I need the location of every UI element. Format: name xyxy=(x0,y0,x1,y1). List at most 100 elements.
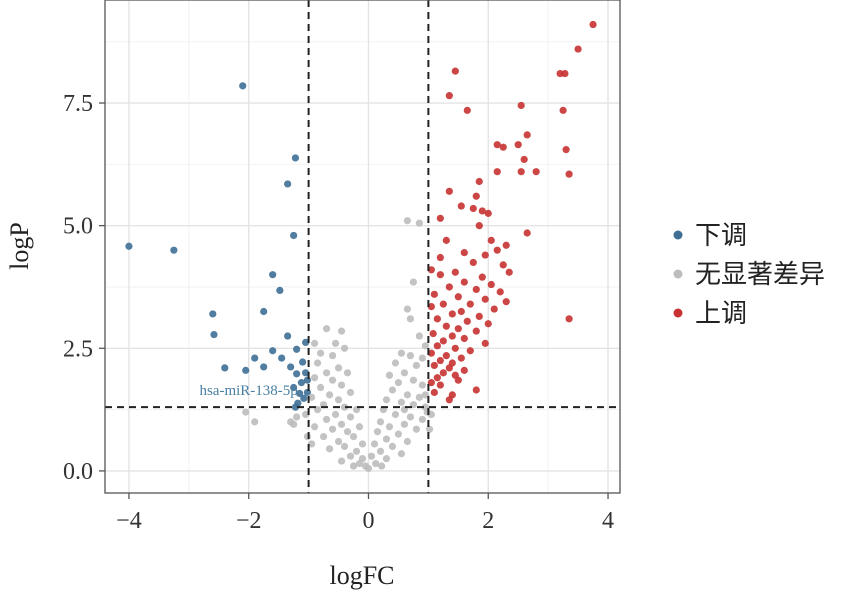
data-point xyxy=(412,361,420,370)
data-point xyxy=(445,92,453,100)
legend-label: 上调 xyxy=(695,299,747,329)
data-point xyxy=(303,432,312,441)
data-point xyxy=(412,425,420,433)
data-point xyxy=(406,413,415,421)
data-point xyxy=(290,231,298,240)
data-point xyxy=(463,106,471,114)
data-point xyxy=(242,366,250,374)
data-point xyxy=(415,219,423,227)
data-point xyxy=(325,391,334,399)
data-point xyxy=(448,332,456,340)
data-point xyxy=(427,410,435,419)
data-point xyxy=(210,330,218,339)
data-point xyxy=(284,180,292,188)
data-point xyxy=(448,310,456,318)
data-point xyxy=(469,204,477,213)
data-point xyxy=(442,236,450,244)
data-point xyxy=(322,415,331,424)
data-point xyxy=(239,82,247,90)
data-point xyxy=(445,396,453,404)
plot-border xyxy=(104,0,621,494)
data-point xyxy=(451,67,459,75)
data-point xyxy=(367,452,376,460)
data-point xyxy=(400,420,409,428)
data-point xyxy=(403,217,412,225)
data-point xyxy=(472,386,480,394)
data-point xyxy=(337,457,346,465)
data-point xyxy=(378,462,386,470)
data-point xyxy=(561,69,569,78)
data-point xyxy=(316,383,325,392)
data-point xyxy=(427,266,435,274)
data-point xyxy=(445,187,453,195)
data-point xyxy=(397,450,406,458)
data-point xyxy=(307,440,316,448)
legend-marker xyxy=(673,308,683,318)
data-point xyxy=(493,168,501,176)
data-point xyxy=(460,278,468,286)
data-point xyxy=(478,273,486,281)
data-point xyxy=(269,347,277,355)
data-point xyxy=(493,246,501,254)
data-point xyxy=(454,376,462,384)
data-point xyxy=(251,418,259,426)
data-point xyxy=(293,413,301,421)
data-point xyxy=(436,356,444,365)
x-tick-label: −2 xyxy=(236,508,262,534)
data-point xyxy=(406,315,415,323)
data-point xyxy=(421,342,429,350)
data-point xyxy=(520,155,528,164)
data-point xyxy=(346,388,355,397)
data-point xyxy=(334,396,343,404)
data-point xyxy=(316,349,325,357)
data-point xyxy=(290,420,298,428)
data-point xyxy=(397,398,406,406)
data-point xyxy=(574,45,582,53)
data-point xyxy=(349,432,358,441)
data-point xyxy=(499,143,507,151)
data-point xyxy=(472,327,480,335)
data-point xyxy=(517,101,525,110)
data-point xyxy=(466,300,474,308)
data-point xyxy=(502,241,510,249)
data-point xyxy=(297,379,306,387)
x-axis: −4 −2 0 2 4 xyxy=(116,493,614,534)
data-point xyxy=(442,352,450,360)
data-point xyxy=(481,339,489,347)
data-point xyxy=(403,305,412,313)
data-point xyxy=(251,354,259,362)
data-point xyxy=(382,455,391,463)
data-point xyxy=(425,425,434,433)
plot-background xyxy=(105,0,620,493)
data-point xyxy=(276,286,284,295)
data-point xyxy=(382,396,391,404)
legend-marker xyxy=(673,230,683,240)
data-point xyxy=(562,146,570,154)
data-point xyxy=(565,315,573,323)
data-point xyxy=(429,329,437,338)
data-point xyxy=(439,300,447,308)
data-point xyxy=(352,447,361,455)
data-point xyxy=(221,364,229,372)
data-point xyxy=(313,359,322,367)
data-point xyxy=(355,459,364,468)
data-point xyxy=(376,418,385,426)
data-point xyxy=(514,141,522,149)
data-point xyxy=(355,423,364,431)
data-point xyxy=(457,354,465,362)
data-point xyxy=(358,440,367,448)
data-point xyxy=(451,268,459,276)
data-point xyxy=(291,154,300,162)
data-point xyxy=(487,280,495,289)
data-point xyxy=(442,322,450,330)
legend-label: 无显著差异 xyxy=(695,260,825,290)
data-point xyxy=(337,327,346,335)
data-point xyxy=(517,168,525,176)
data-point xyxy=(409,278,418,286)
data-point xyxy=(376,447,385,455)
data-point xyxy=(340,403,349,411)
data-point xyxy=(454,293,462,301)
data-point xyxy=(436,381,444,389)
data-point xyxy=(337,420,346,428)
